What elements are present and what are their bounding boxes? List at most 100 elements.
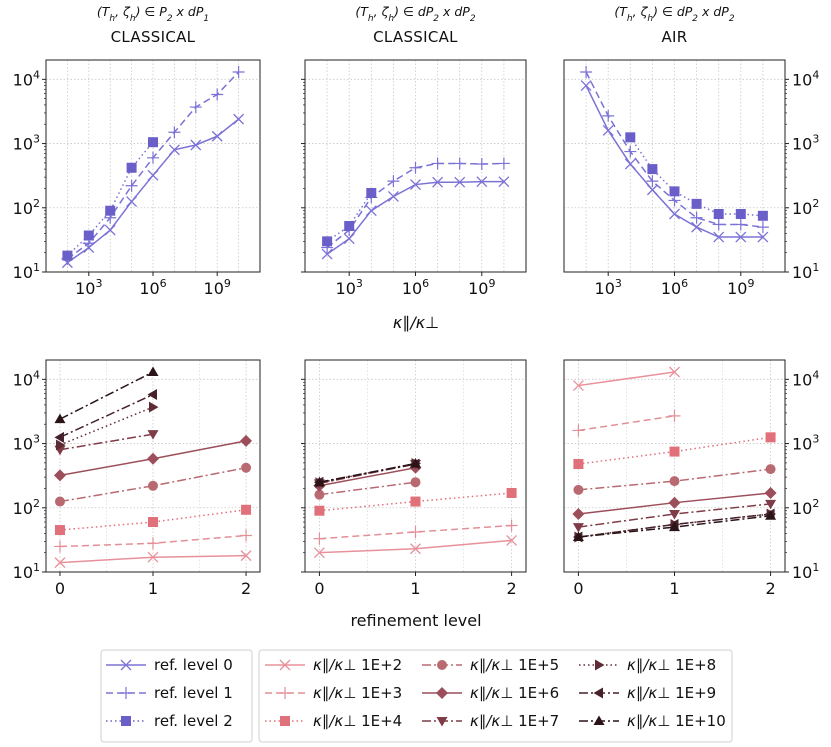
series-line [319,524,512,540]
data-point [54,557,66,569]
data-point [646,175,659,188]
legend-label: κ∥/κ⊥ 1E+3 [313,684,402,702]
data-point [241,462,252,473]
y-tick-label: 102 [13,497,40,518]
x-tick-label: 103 [336,277,363,298]
legend-entry-ref-level-1: ref. level 1 [106,684,233,702]
data-point [366,187,377,198]
data-point [409,525,422,538]
series-1e-4 [573,432,776,470]
data-point [54,496,65,507]
panel-title: CLASSICAL [111,28,196,46]
data-point [432,176,444,188]
legend-entry-kappa-1e-10: κ∥/κ⊥ 1E+10 [579,712,726,730]
legend-marker [280,716,290,726]
data-point [343,233,355,245]
data-point [713,209,724,220]
series-1e-7 [572,499,777,533]
series-line [59,433,154,451]
legend-entry-kappa-1e-8: κ∥/κ⊥ 1E+8 [579,656,716,674]
legend-entry-kappa-1e-4: κ∥/κ⊥ 1E+4 [265,712,402,730]
x-tick-label: 106 [402,277,429,298]
data-point [104,224,116,236]
panel-top-middle: 103 106 109 (Th, ζh) ∈ dP2 x dP2 CLASSICAL [301,4,527,298]
y-tick-label: 101 [13,261,40,282]
legend-label: κ∥/κ⊥ 1E+2 [313,656,402,674]
y-tick-label: 104 [13,68,40,89]
data-point [149,401,159,413]
series-ref-level-2 [322,187,377,247]
data-point [757,231,769,243]
data-point [365,205,377,217]
series-1e-8 [55,401,159,451]
series-ref-level-1 [580,66,769,234]
data-point [189,101,202,114]
legend-marker [593,687,603,699]
data-point [321,248,333,260]
data-point [669,186,680,197]
data-point [387,175,400,188]
data-point [54,525,65,536]
data-point [54,413,66,424]
data-point [506,534,518,546]
series-ref-level-0 [61,113,245,269]
x-tick-label: 0 [55,579,65,598]
data-point [497,157,510,170]
data-point [624,158,636,170]
data-point [765,510,777,520]
data-point [602,124,614,136]
series-line [326,162,504,249]
data-point [625,132,636,143]
data-point [314,489,325,500]
y-tick-label: 104 [792,68,819,89]
data-point [105,205,116,216]
series-1e-3 [572,409,681,437]
legend-entry-ref-level-2: ref. level 2 [106,712,233,730]
data-point [669,208,680,220]
y-tick-label: 102 [13,197,40,218]
series-ref-level-0 [321,176,510,260]
data-point [55,439,66,451]
x-tick-label: 103 [595,277,622,298]
legend-label: ref. level 2 [154,712,233,730]
series-1e-2 [313,534,518,559]
x-axis-label-refinement: refinement level [350,611,481,630]
data-point [713,231,725,243]
data-point [572,523,584,533]
panel-bottom-right: 101 102 103 104 0 1 2 [563,359,819,598]
data-point [53,469,66,482]
legend-marker [279,687,291,699]
legend-entry-kappa-1e-2: κ∥/κ⊥ 1E+2 [265,656,402,674]
data-point [168,126,181,139]
legend-label: κ∥/κ⊥ 1E+6 [470,684,559,702]
series-line [319,481,416,496]
legend-marker [437,660,447,670]
data-point [734,218,747,231]
legend-entry-kappa-1e-7: κ∥/κ⊥ 1E+7 [422,712,559,730]
data-point [148,480,158,491]
legend-label: κ∥/κ⊥ 1E+5 [470,656,559,674]
data-point [572,424,585,437]
data-point [735,209,746,220]
y-tick-label: 103 [13,133,40,154]
series-ref-level-2 [62,137,158,261]
series-line [59,371,154,420]
series-line [578,371,675,387]
series-1e-5 [573,464,776,495]
series-1e-5 [314,477,421,500]
panel-bottom-left: 101 102 103 104 0 1 2 [13,359,261,598]
legend-marker [593,715,605,725]
y-tick-label: 104 [792,368,819,389]
series-1e-10 [54,366,159,424]
data-point [147,452,159,465]
data-point [572,508,585,521]
data-point [712,218,725,231]
y-tick-label: 103 [13,433,40,454]
data-point [668,496,681,509]
x-tick-label: 1 [669,579,679,598]
data-point [669,510,680,520]
data-point [53,540,66,553]
data-point [147,366,159,377]
data-point [691,198,702,209]
